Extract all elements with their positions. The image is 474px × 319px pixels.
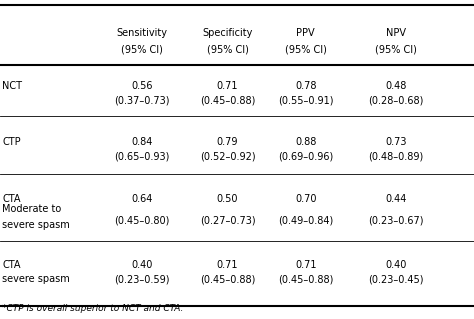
Text: (0.23–0.67): (0.23–0.67): [368, 215, 424, 225]
Text: (0.55–0.91): (0.55–0.91): [278, 95, 334, 106]
Text: (95% CI): (95% CI): [285, 44, 327, 55]
Text: (0.69–0.96): (0.69–0.96): [278, 151, 333, 161]
Text: (0.23–0.45): (0.23–0.45): [368, 274, 424, 284]
Text: PPV: PPV: [296, 28, 315, 39]
Text: (0.45–0.88): (0.45–0.88): [200, 274, 255, 284]
Text: 0.73: 0.73: [385, 137, 407, 147]
Text: 0.40: 0.40: [131, 260, 153, 270]
Text: NCT: NCT: [2, 81, 22, 91]
Text: 0.48: 0.48: [385, 81, 407, 91]
Text: NPV: NPV: [386, 28, 406, 39]
Text: (0.28–0.68): (0.28–0.68): [368, 95, 423, 106]
Text: 0.70: 0.70: [295, 194, 317, 204]
Text: 0.64: 0.64: [131, 194, 153, 204]
Text: Sensitivity: Sensitivity: [117, 28, 168, 39]
Text: 0.44: 0.44: [385, 194, 407, 204]
Text: *CTP is overall superior to NCT and CTA.: *CTP is overall superior to NCT and CTA.: [2, 304, 184, 313]
Text: (95% CI): (95% CI): [375, 44, 417, 55]
Text: (0.27–0.73): (0.27–0.73): [200, 215, 255, 225]
Text: Moderate to: Moderate to: [2, 204, 62, 214]
Text: (0.23–0.59): (0.23–0.59): [114, 274, 170, 284]
Text: 0.79: 0.79: [217, 137, 238, 147]
Text: CTA: CTA: [2, 260, 21, 270]
Text: 0.71: 0.71: [217, 260, 238, 270]
Text: CTA: CTA: [2, 194, 21, 204]
Text: 0.84: 0.84: [131, 137, 153, 147]
Text: (95% CI): (95% CI): [207, 44, 248, 55]
Text: 0.56: 0.56: [131, 81, 153, 91]
Text: severe spasm: severe spasm: [2, 274, 70, 284]
Text: Specificity: Specificity: [202, 28, 253, 39]
Text: 0.50: 0.50: [217, 194, 238, 204]
Text: (0.48–0.89): (0.48–0.89): [368, 151, 423, 161]
Text: CTP: CTP: [2, 137, 21, 147]
Text: (0.65–0.93): (0.65–0.93): [115, 151, 170, 161]
Text: (0.49–0.84): (0.49–0.84): [278, 215, 333, 225]
Text: severe spasm: severe spasm: [2, 220, 70, 230]
Text: (0.45–0.88): (0.45–0.88): [200, 95, 255, 106]
Text: 0.88: 0.88: [295, 137, 317, 147]
Text: (0.52–0.92): (0.52–0.92): [200, 151, 255, 161]
Text: (95% CI): (95% CI): [121, 44, 163, 55]
Text: (0.45–0.88): (0.45–0.88): [278, 274, 333, 284]
Text: 0.40: 0.40: [385, 260, 407, 270]
Text: 0.78: 0.78: [295, 81, 317, 91]
Text: (0.37–0.73): (0.37–0.73): [114, 95, 170, 106]
Text: 0.71: 0.71: [217, 81, 238, 91]
Text: (0.45–0.80): (0.45–0.80): [115, 215, 170, 225]
Text: 0.71: 0.71: [295, 260, 317, 270]
